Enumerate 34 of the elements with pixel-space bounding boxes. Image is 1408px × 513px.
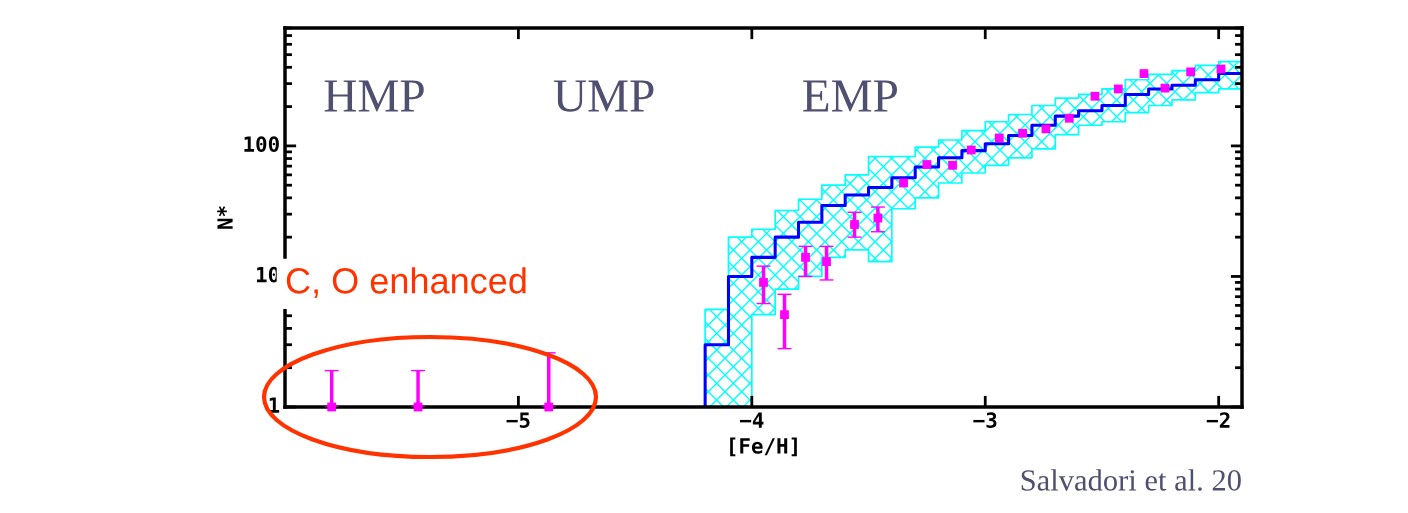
point	[850, 220, 859, 229]
point	[759, 278, 768, 287]
point	[1064, 113, 1074, 123]
x-tick-label: −4	[739, 412, 764, 428]
x-axis-title: [Fe/H]	[730, 437, 797, 457]
point	[1041, 124, 1051, 134]
annotation: HMP	[324, 80, 424, 112]
text: Salvadori et al. 20	[1021, 469, 1241, 491]
y-tick-label: 1	[269, 397, 280, 413]
point	[1113, 84, 1123, 94]
point	[544, 402, 554, 412]
annotation: C, O enhanced	[286, 267, 526, 298]
point	[327, 402, 337, 412]
point	[1186, 67, 1196, 77]
annotation: EMP	[803, 80, 897, 112]
point	[1018, 128, 1027, 138]
point	[948, 160, 957, 170]
point	[1090, 91, 1100, 101]
annotation: UMP	[553, 80, 654, 112]
y-axis-title: N*	[217, 206, 233, 229]
x-tick-label: −3	[973, 412, 997, 428]
point	[822, 257, 831, 266]
point	[966, 145, 976, 155]
point	[922, 160, 932, 169]
point	[801, 252, 810, 262]
point	[780, 310, 789, 320]
point	[899, 178, 908, 188]
y-tick-label: 100	[244, 136, 279, 152]
point	[994, 133, 1004, 143]
x-tick-label: −2	[1206, 412, 1230, 428]
point	[873, 213, 883, 223]
point	[1139, 69, 1149, 78]
x-tick-label: −5	[506, 412, 530, 428]
point	[1160, 83, 1170, 93]
